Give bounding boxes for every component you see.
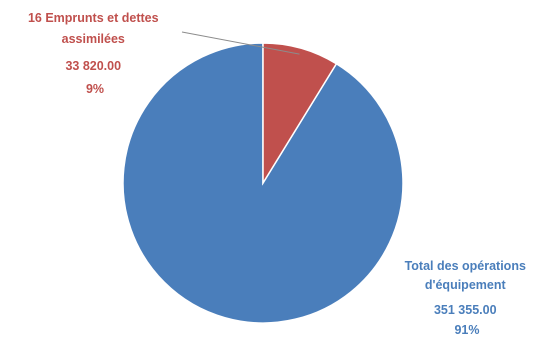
slice-percent: 9% [86,82,104,96]
slice-percent: 91% [454,323,479,337]
leader-line [181,31,300,55]
slice-label-line-1: Total des opérations [405,259,526,273]
pie-slices [122,42,404,324]
slice-value: 351 355.00 [434,303,497,317]
slice-label-line-1: 16 Emprunts et dettes [28,11,159,25]
slice-label-line-2: d'équipement [425,278,507,292]
pie-slice-1 [262,42,338,186]
slice-label-line-2: assimilées [62,32,125,46]
slice-label-emprunts: 16 Emprunts et dettes assimilées 33 820.… [28,11,162,96]
slice-value: 33 820.00 [65,59,121,73]
slice-label-equipement: Total des opérations d'équipement 351 35… [405,259,530,337]
